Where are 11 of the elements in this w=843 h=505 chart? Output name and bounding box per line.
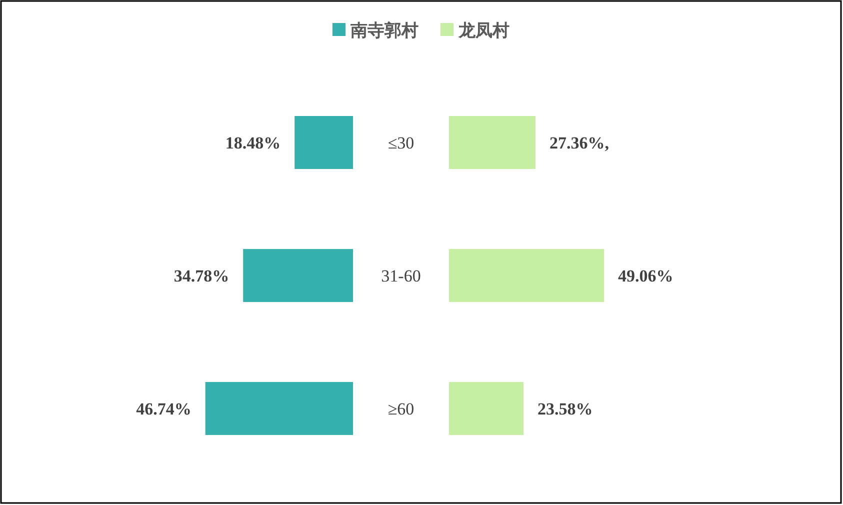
legend-label: 龙凤村 [458,21,510,41]
legend-label: 南寺郭村 [350,21,418,41]
data-label: 23.58% [538,400,593,418]
data-label: 49.06% [618,266,674,286]
y-tick-label: ≤30 [388,134,414,152]
data-label: 27.36%, [549,134,609,152]
data-label: 34.78% [174,266,230,286]
y-tick-label: ≥60 [388,400,414,418]
data-label: 18.48% [225,134,281,152]
y-tick-label: 31-60 [381,266,421,286]
data-label: 46.74% [136,400,192,418]
